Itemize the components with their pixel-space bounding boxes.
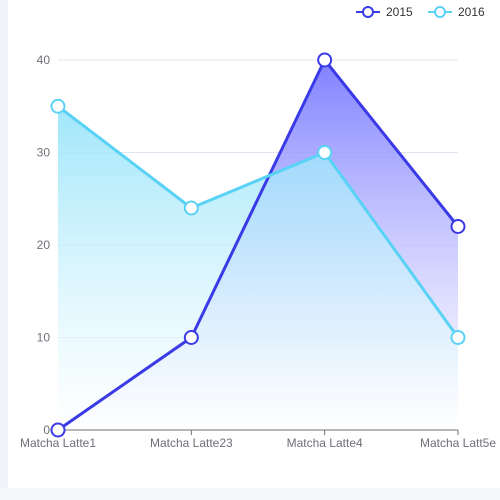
line-2015 (57, 58, 460, 432)
x-tick-label: Matcha Latte1 (20, 436, 96, 450)
left-panel-edge (0, 0, 8, 500)
legend-item-2015[interactable]: 2015 (356, 5, 413, 19)
legend-label: 2016 (458, 5, 485, 19)
series-points (50, 52, 466, 438)
y-tick-label: 10 (37, 331, 51, 345)
bottom-panel-edge (0, 488, 500, 500)
point-2016[interactable] (50, 98, 66, 114)
line-2016 (57, 105, 460, 339)
point-2016[interactable] (450, 330, 466, 345)
legend-swatch-marker (434, 6, 446, 18)
point-2015[interactable] (50, 422, 66, 438)
point-2016[interactable] (317, 145, 333, 160)
x-tick-label: Matcha Latte23 (150, 436, 233, 450)
y-tick-label: 20 (37, 238, 51, 252)
series-lines (57, 58, 460, 432)
point-2015[interactable] (317, 52, 333, 68)
legend-label: 2015 (386, 5, 413, 19)
y-tick-label: 30 (37, 146, 51, 160)
point-2016[interactable] (183, 200, 199, 216)
x-tick-label: Matcha Latt5e (420, 436, 496, 450)
x-tick-label: Matcha Latte4 (287, 436, 363, 450)
y-tick-label: 0 (43, 423, 50, 437)
point-2015[interactable] (450, 219, 466, 234)
legend-item-2016[interactable]: 2016 (428, 5, 485, 19)
y-tick-label: 40 (37, 53, 51, 67)
point-2015[interactable] (183, 330, 199, 345)
legend[interactable]: 2015 2016 (356, 5, 485, 19)
series-areas (58, 60, 458, 430)
area-2016 (58, 106, 458, 430)
axes: 0 10 20 30 40 Matcha Latte1 Matcha Latte23 Matc… (20, 53, 496, 450)
legend-swatch-marker (362, 6, 374, 18)
